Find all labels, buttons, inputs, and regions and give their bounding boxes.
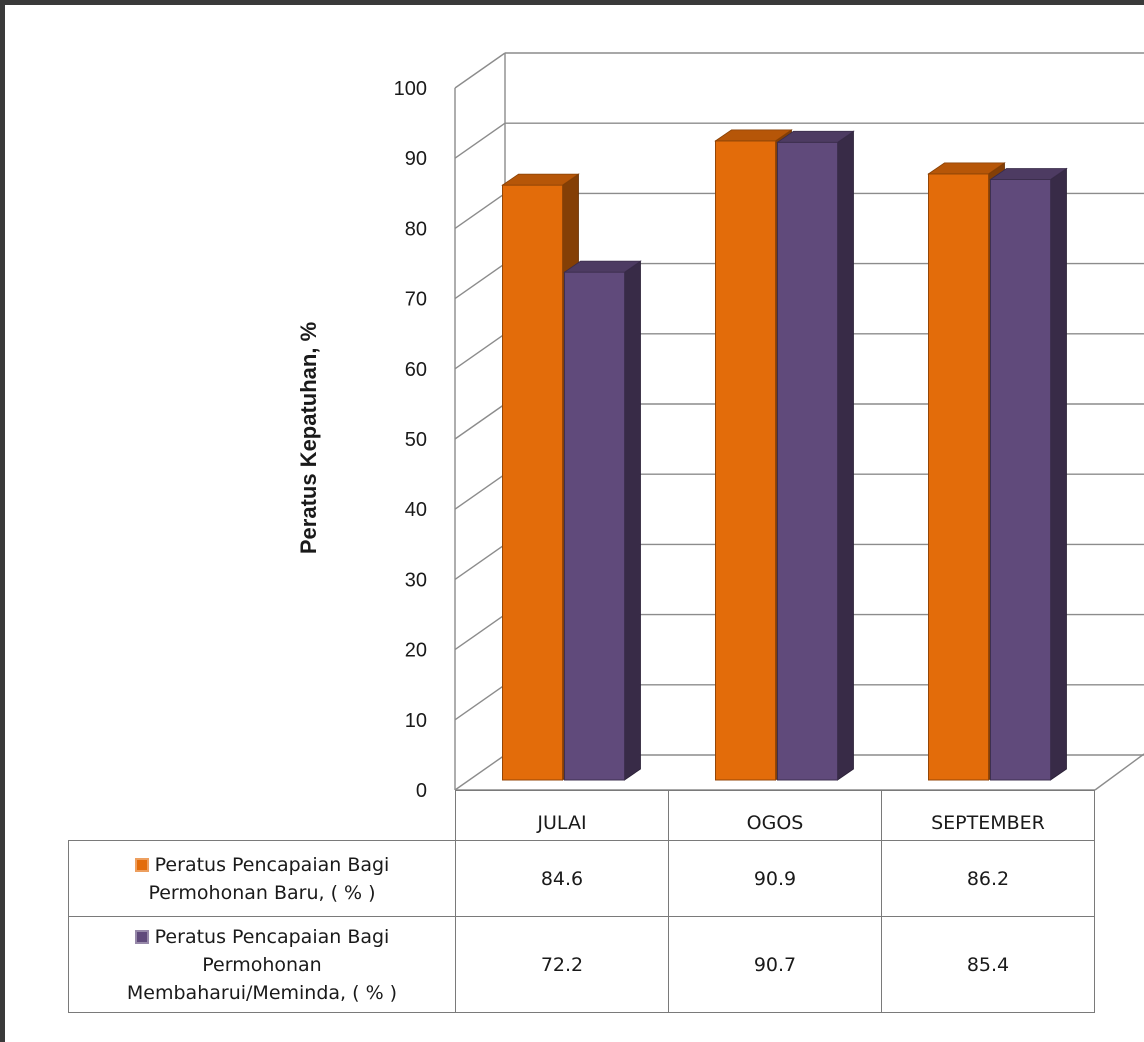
bar <box>502 184 563 781</box>
gridline-diagonal <box>454 473 506 510</box>
gridline-diagonal <box>454 192 506 229</box>
y-tick-label: 50 <box>405 429 427 451</box>
bar <box>777 141 838 781</box>
category-label: OGOS <box>668 790 882 841</box>
legend-label: Permohonan Baru, ( % ) <box>148 881 376 904</box>
category-label: JULAI <box>455 790 669 841</box>
y-tick-label: 80 <box>405 218 427 240</box>
legend-label: Peratus Pencapaian Bagi <box>154 925 390 948</box>
legend-entry: Peratus Pencapaian Bagi Permohonan Membaha… <box>68 916 456 1013</box>
gridline-diagonal <box>454 52 506 89</box>
y-tick-label: 90 <box>405 148 427 170</box>
y-tick-label: 70 <box>405 289 427 311</box>
legend-entry: Peratus Pencapaian Bagi Permohonan Baru, … <box>68 840 456 917</box>
bar-side <box>624 260 641 781</box>
table-corner <box>69 791 456 841</box>
gridline-diagonal <box>454 122 506 159</box>
y-tick-label: 30 <box>405 569 427 591</box>
y-tick-label: 60 <box>405 359 427 381</box>
table-value: 86.2 <box>881 840 1095 917</box>
y-axis-title: Peratus Kepatuhan, % <box>296 322 321 554</box>
table-row: Peratus Pencapaian Bagi Permohonan Membaha… <box>68 916 1095 1013</box>
bar-side <box>837 130 854 781</box>
bar-top <box>927 162 1006 175</box>
gridline-diagonal <box>454 614 506 651</box>
table-value: 72.2 <box>455 916 669 1013</box>
gridline-diagonal <box>454 754 506 791</box>
table-value: 90.9 <box>668 840 882 917</box>
bar <box>990 178 1051 781</box>
table-value: 84.6 <box>455 840 669 917</box>
y-tick-label: 20 <box>405 640 427 662</box>
bar <box>715 140 776 781</box>
gridline-diagonal <box>454 684 506 721</box>
y-tick-label: 40 <box>405 499 427 521</box>
y-tick-label: 10 <box>405 710 427 732</box>
data-table: JULAI OGOS SEPTEMBER Peratus Pencapaian Bag… <box>68 790 1095 1013</box>
bar <box>564 271 625 781</box>
y-tick-label: 0 <box>416 780 427 802</box>
legend-swatch <box>134 857 149 872</box>
bar-top <box>776 130 855 143</box>
bar-top <box>501 173 580 186</box>
floor-right-edge <box>1094 753 1144 791</box>
legend-label: Permohonan <box>202 953 322 976</box>
gridline-diagonal <box>454 403 506 440</box>
table-row: Peratus Pencapaian Bagi Permohonan Baru, … <box>68 840 1095 917</box>
bar-top <box>989 168 1068 180</box>
legend-label: Peratus Pencapaian Bagi <box>154 853 390 876</box>
table-header-row: JULAI OGOS SEPTEMBER <box>69 790 1095 841</box>
gridline-diagonal <box>454 333 506 370</box>
legend-label: Membaharui/Meminda, ( % ) <box>126 981 398 1004</box>
legend-swatch <box>134 929 149 944</box>
table-value: 90.7 <box>668 916 882 1013</box>
bar-top <box>563 260 642 273</box>
gridline-diagonal <box>454 543 506 580</box>
table-value: 85.4 <box>881 916 1095 1013</box>
y-tick-label: 100 <box>394 78 427 100</box>
gridline-diagonal <box>454 263 506 300</box>
category-label: SEPTEMBER <box>881 790 1095 841</box>
bar-side <box>1050 167 1067 781</box>
bar <box>928 173 989 781</box>
bar-top <box>714 129 793 142</box>
